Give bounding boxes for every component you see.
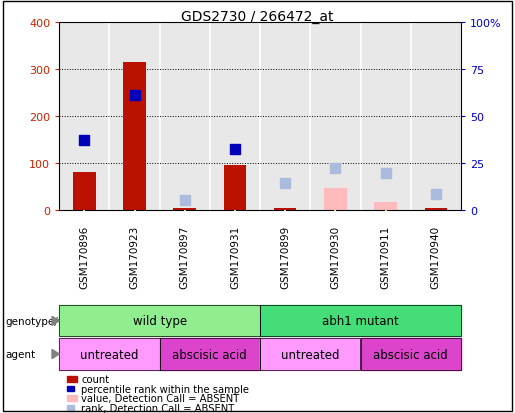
Text: GDS2730 / 266472_at: GDS2730 / 266472_at	[181, 10, 334, 24]
Text: abh1 mutant: abh1 mutant	[322, 315, 399, 328]
Text: GSM170897: GSM170897	[180, 225, 190, 289]
Text: rank, Detection Call = ABSENT: rank, Detection Call = ABSENT	[81, 403, 235, 413]
Bar	[374, 202, 397, 211]
Text: GSM170911: GSM170911	[381, 225, 390, 289]
Text: GSM170930: GSM170930	[331, 225, 340, 289]
Point	[432, 191, 440, 197]
Text: wild type: wild type	[132, 315, 187, 328]
Point	[331, 165, 339, 172]
Text: GSM170923: GSM170923	[130, 225, 140, 289]
Point	[231, 146, 239, 153]
Point	[80, 137, 89, 143]
Text: GSM170896: GSM170896	[79, 225, 89, 289]
Text: untreated: untreated	[281, 348, 339, 361]
Text: percentile rank within the sample: percentile rank within the sample	[81, 384, 249, 394]
Bar	[224, 166, 246, 211]
Text: abscisic acid: abscisic acid	[173, 348, 247, 361]
Bar	[324, 188, 347, 211]
Text: value, Detection Call = ABSENT: value, Detection Call = ABSENT	[81, 393, 239, 403]
Point	[281, 180, 289, 187]
Text: GSM170931: GSM170931	[230, 225, 240, 289]
Text: untreated: untreated	[80, 348, 139, 361]
Point	[382, 171, 390, 177]
Point	[130, 92, 139, 99]
Bar	[174, 208, 196, 211]
Text: GSM170940: GSM170940	[431, 225, 441, 289]
Text: genotype/variation: genotype/variation	[5, 316, 104, 326]
Text: count: count	[81, 374, 110, 384]
Text: GSM170899: GSM170899	[280, 225, 290, 289]
Bar	[274, 208, 297, 211]
Text: abscisic acid: abscisic acid	[373, 348, 448, 361]
Bar	[123, 63, 146, 211]
Text: agent: agent	[5, 349, 35, 359]
Bar	[424, 208, 447, 211]
Point	[181, 197, 189, 204]
Bar	[73, 173, 96, 211]
